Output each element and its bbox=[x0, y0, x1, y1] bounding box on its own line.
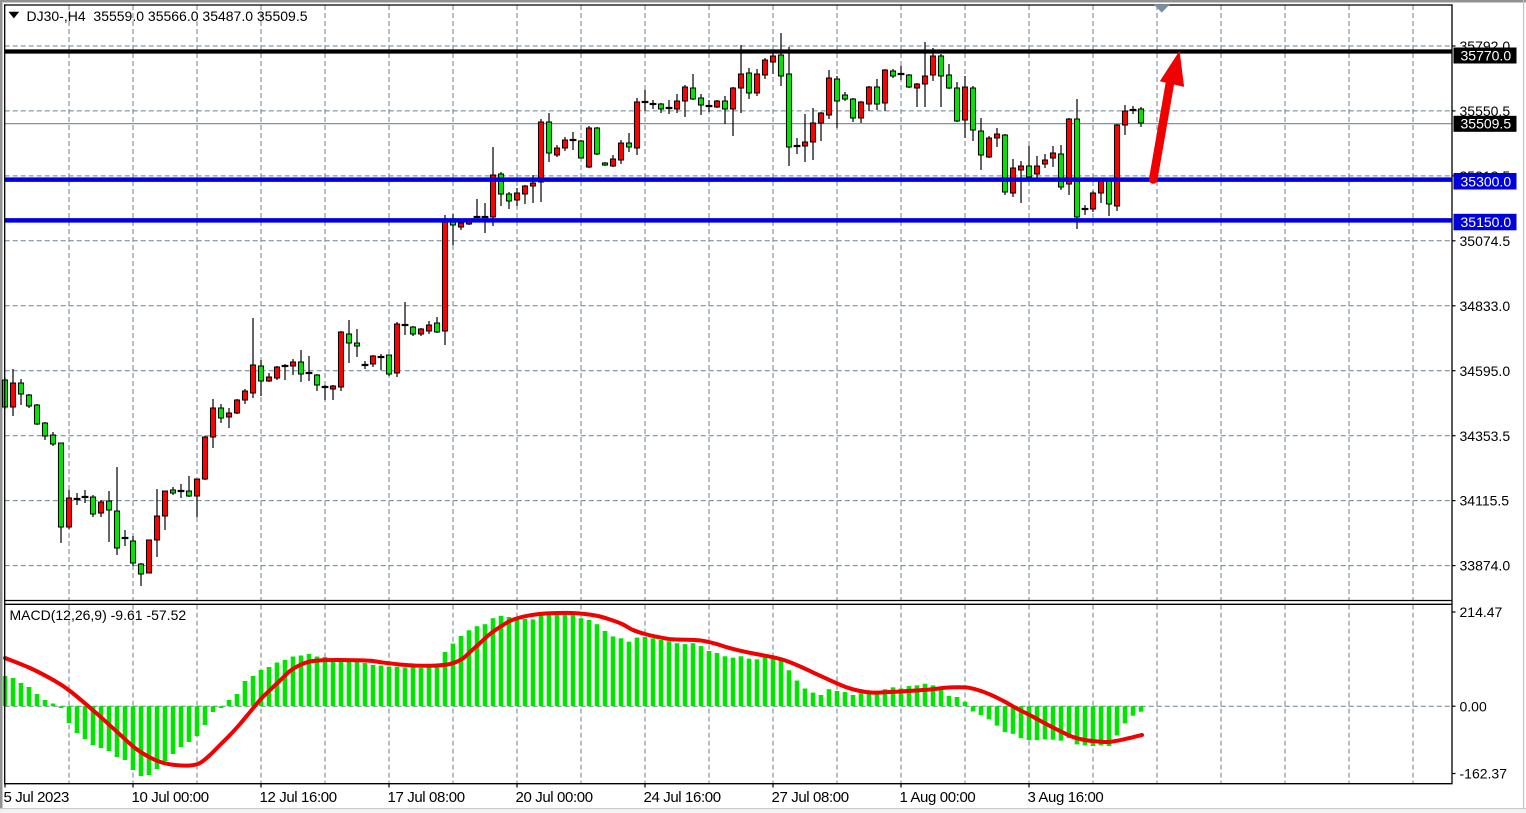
svg-text:27 Jul 08:00: 27 Jul 08:00 bbox=[772, 789, 849, 806]
svg-text:34595.0: 34595.0 bbox=[1460, 363, 1511, 379]
svg-text:MACD(12,26,9) -9.61 -57.52: MACD(12,26,9) -9.61 -57.52 bbox=[10, 607, 187, 623]
svg-text:20 Jul 00:00: 20 Jul 00:00 bbox=[516, 789, 593, 806]
svg-text:34353.5: 34353.5 bbox=[1460, 428, 1511, 444]
svg-text:24 Jul 16:00: 24 Jul 16:00 bbox=[644, 789, 721, 806]
svg-text:33874.0: 33874.0 bbox=[1460, 558, 1511, 574]
svg-text:1 Aug 00:00: 1 Aug 00:00 bbox=[900, 789, 976, 806]
svg-text:-162.37: -162.37 bbox=[1460, 766, 1508, 782]
svg-text:5 Jul 2023: 5 Jul 2023 bbox=[4, 789, 69, 806]
svg-text:10 Jul 00:00: 10 Jul 00:00 bbox=[132, 789, 209, 806]
svg-text:35509.5: 35509.5 bbox=[1461, 116, 1512, 132]
svg-text:12 Jul 16:00: 12 Jul 16:00 bbox=[260, 789, 337, 806]
svg-text:34115.5: 34115.5 bbox=[1460, 493, 1510, 509]
svg-text:35074.5: 35074.5 bbox=[1460, 233, 1511, 249]
svg-text:3 Aug 16:00: 3 Aug 16:00 bbox=[1028, 789, 1104, 806]
svg-text:34833.0: 34833.0 bbox=[1460, 298, 1511, 314]
svg-text:35300.0: 35300.0 bbox=[1461, 173, 1512, 189]
svg-text:35770.0: 35770.0 bbox=[1461, 47, 1512, 63]
svg-text:DJ30-,H4 35559.0 35566.0 3548: DJ30-,H4 35559.0 35566.0 35487.0 35509.5 bbox=[27, 8, 308, 24]
svg-text:35150.0: 35150.0 bbox=[1461, 214, 1512, 230]
svg-text:35550.5: 35550.5 bbox=[1460, 103, 1511, 119]
svg-text:17 Jul 08:00: 17 Jul 08:00 bbox=[388, 789, 465, 806]
svg-text:214.47: 214.47 bbox=[1460, 604, 1503, 620]
svg-text:0.00: 0.00 bbox=[1460, 698, 1487, 714]
